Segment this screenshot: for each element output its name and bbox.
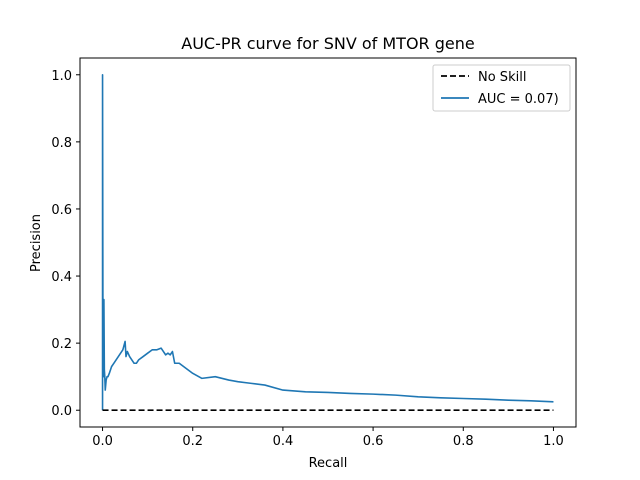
legend-box: [432, 64, 571, 112]
y-tick-label: 0.6: [51, 203, 72, 218]
x-tick-label: 0.2: [182, 434, 203, 449]
legend: No Skill AUC = 0.07): [432, 64, 571, 112]
pr-curve-line: [101, 73, 554, 411]
legend-label-auc: AUC = 0.07): [478, 92, 559, 107]
series-layer: [101, 73, 554, 412]
y-tick-label: 0.8: [51, 136, 72, 151]
chart-title: AUC-PR curve for SNV of MTOR gene: [181, 34, 474, 53]
x-axis-ticks: 0.0 0.2 0.4 0.6 0.8 1.0: [92, 427, 564, 449]
legend-label-no-skill: No Skill: [478, 70, 526, 85]
plot-area: [101, 73, 554, 412]
x-tick-label: 0.4: [273, 434, 294, 449]
y-tick-label: 0.2: [51, 337, 72, 352]
y-tick-label: 0.0: [51, 404, 72, 419]
x-tick-label: 1.0: [543, 434, 564, 449]
x-axis-label: Recall: [309, 456, 348, 471]
y-axis-ticks: 0.0 0.2 0.4 0.6 0.8 1.0: [51, 69, 80, 419]
y-tick-label: 1.0: [51, 69, 72, 84]
x-tick-label: 0.8: [453, 434, 474, 449]
x-tick-label: 0.6: [363, 434, 384, 449]
y-axis-label: Precision: [29, 214, 44, 272]
y-tick-label: 0.4: [51, 270, 72, 285]
plot-frame: [79, 57, 577, 428]
x-tick-label: 0.0: [92, 434, 113, 449]
